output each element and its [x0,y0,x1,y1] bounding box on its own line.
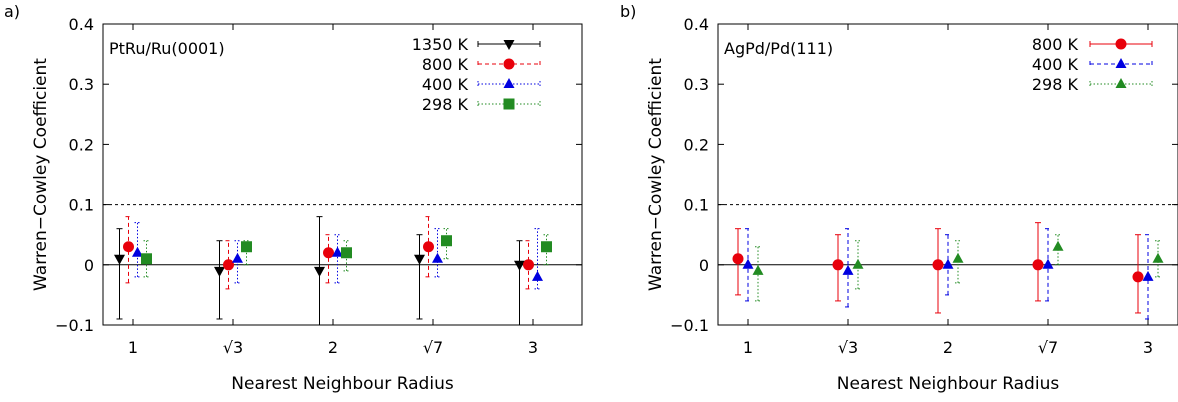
legend-label: 1350 K [412,35,469,54]
y-tick-label: 0.4 [69,15,94,34]
data-point [932,259,944,271]
data-point [323,247,334,259]
panel-label: b) [620,2,636,21]
data-point [441,235,452,247]
data-point [1042,258,1054,269]
data-point [1142,270,1154,281]
legend-marker [503,98,515,110]
plot-frame [717,23,1178,326]
panel-label: a) [4,2,20,21]
y-tick-label: 0.1 [69,196,94,215]
data-point [232,252,243,263]
x-tick-label: √3 [223,338,243,357]
series-800-k [123,216,534,290]
data-point [742,258,754,269]
data-point [132,246,143,257]
x-tick-label: 2 [943,338,953,357]
legend-label: 298 K [1032,75,1079,94]
data-point [842,264,854,275]
x-tick-label: √7 [1038,338,1058,357]
data-point [1032,259,1044,271]
y-axis-title: Warren−Cowley Coefficient [646,58,666,291]
chart-panel-a: a) −0.1 0 0.1 0.2 0.3 0.4 1 √3 2 √7 3 Nearest Neighb… [4,2,583,394]
panel-annotation: AgPd/Pd(111) [724,39,833,58]
data-point [214,266,225,277]
plot-frame [102,23,583,326]
x-tick-label: √7 [423,338,443,357]
y-tick-label: 0.2 [69,135,94,154]
data-point [432,252,443,263]
series-400-k [742,228,1154,320]
y-tick-label: 0 [84,256,94,275]
series-1350-k [114,216,525,326]
y-tick-label: 0.4 [684,15,709,34]
data-point [314,266,325,277]
data-point [752,264,764,275]
y-tick-label: 0.3 [684,75,709,94]
data-point [241,241,252,253]
x-tick-label: 1 [128,338,138,357]
data-point [832,259,844,271]
x-tick-label: 3 [1143,338,1153,357]
y-tick-label: 0.1 [684,196,709,215]
legend-label: 800 K [1032,35,1079,54]
x-tick-label: 2 [328,338,338,357]
legend-marker [1115,78,1127,88]
data-point [852,258,864,269]
series-400-k [132,222,543,290]
data-point [1152,252,1164,263]
y-tick-label: 0.2 [684,135,709,154]
data-point [952,252,964,263]
legend-marker [503,58,515,70]
x-axis-title: Nearest Neighbour Radius [837,374,1060,394]
legend-label: 298 K [422,95,469,114]
x-tick-label: 3 [528,338,538,357]
data-point [532,270,543,281]
data-point [1132,271,1144,283]
data-point [523,259,534,271]
data-point [332,246,343,257]
legend-marker [1115,58,1127,68]
data-point [541,241,552,253]
data-point [942,258,954,269]
data-point [414,254,425,265]
y-tick-label: 0.3 [69,75,94,94]
data-point [732,253,744,265]
legend-label: 800 K [422,55,469,74]
panel-annotation: PtRu/Ru(0001) [109,39,225,58]
data-point [514,260,525,271]
data-point [341,247,352,259]
y-axis-title: Warren−Cowley Coefficient [31,58,51,291]
y-tick-label: −0.1 [55,316,94,335]
y-tick-label: −0.1 [670,316,709,335]
data-point [123,241,134,253]
x-tick-label: √3 [838,338,858,357]
x-tick-label: 1 [743,338,753,357]
legend-marker [503,40,515,50]
data-point [423,241,434,253]
data-point [1052,240,1064,251]
series-800-k [732,222,1144,314]
chart-panel-b: b) −0.1 0 0.1 0.2 0.3 0.4 1 √3 2 √7 3 Nearest Neighb… [620,2,1178,394]
legend-marker [503,78,515,88]
series-298-k [752,234,1164,302]
x-axis-title: Nearest Neighbour Radius [231,374,454,394]
legend-marker [1115,38,1127,50]
data-point [114,254,125,265]
data-point [141,253,152,265]
series-298-k [141,228,552,278]
data-point [223,259,234,271]
y-tick-label: 0 [699,256,709,275]
legend-label: 400 K [422,75,469,94]
legend-label: 400 K [1032,55,1079,74]
